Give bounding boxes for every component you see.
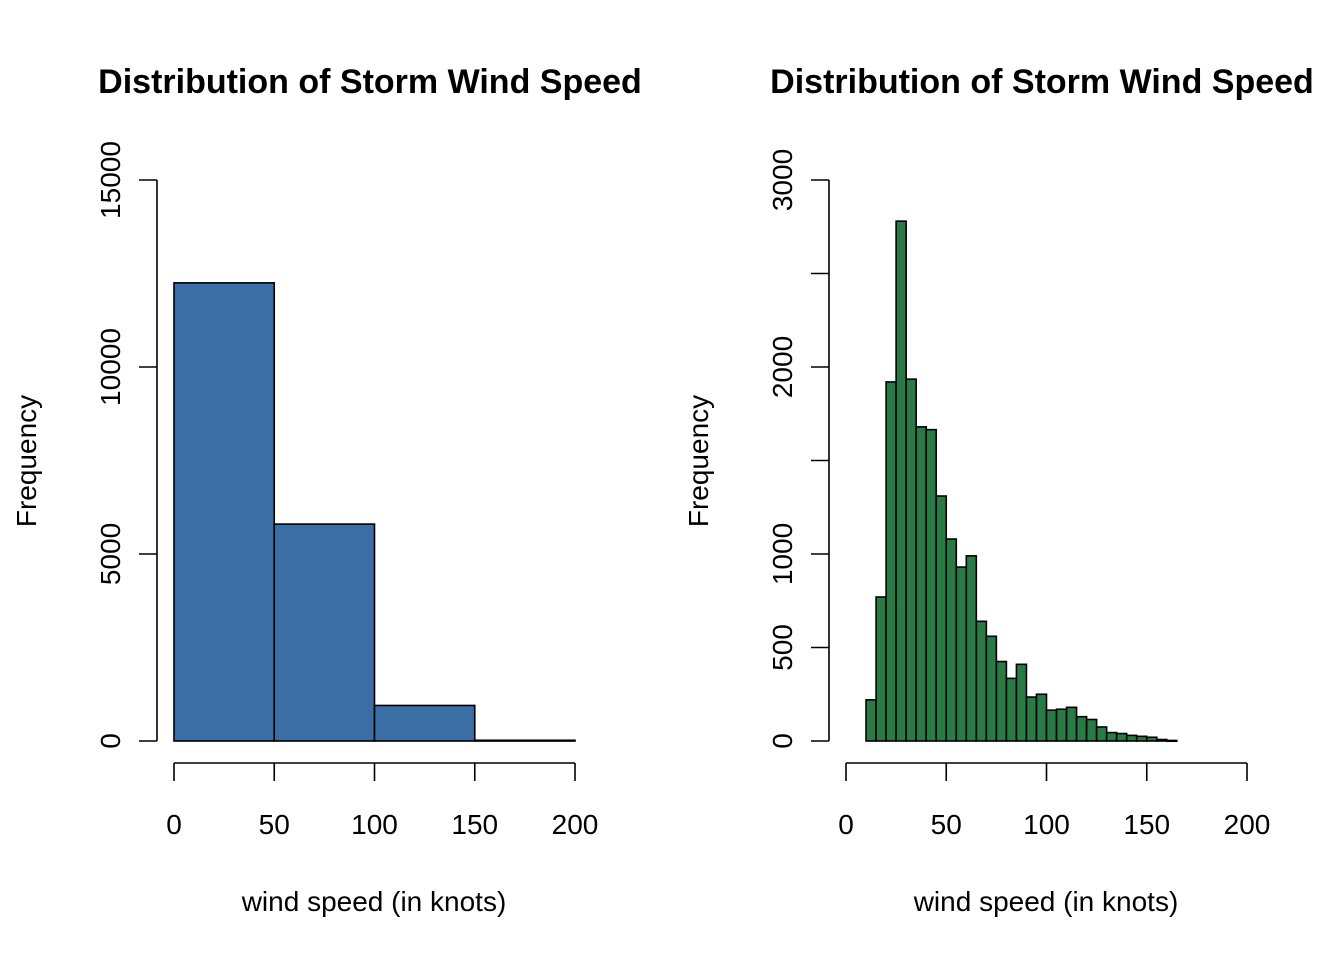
histogram-bar — [885, 381, 897, 742]
histogram-bar — [1095, 726, 1108, 742]
histogram-bar — [473, 739, 576, 742]
histogram-bar — [965, 555, 978, 742]
histogram-bar — [1045, 709, 1058, 742]
histogram-bar — [995, 660, 1008, 742]
bars — [173, 282, 576, 742]
x-axis: 0 50 100 150 200 — [166, 762, 599, 840]
x-axis: 0 50 100 150 200 — [838, 762, 1271, 840]
histogram-bar — [273, 523, 376, 742]
bars — [865, 220, 1178, 743]
histogram-bar — [1155, 738, 1168, 742]
chart-title: Distribution of Storm Wind Speed — [770, 63, 1314, 101]
y-axis: 0 5000 10000 15000 — [95, 141, 158, 749]
histogram-bar — [373, 704, 476, 742]
histogram-bar — [955, 566, 968, 742]
histogram-bar — [1055, 708, 1068, 742]
x-tick-label: 100 — [351, 809, 398, 840]
histogram-bar — [905, 378, 917, 742]
y-tick-label: 2000 — [767, 336, 798, 398]
x-tick-label: 100 — [1023, 809, 1070, 840]
y-tick-label: 1000 — [767, 523, 798, 585]
chart-title: Distribution of Storm Wind Speed — [98, 63, 642, 101]
x-axis-label: wind speed (in knots) — [241, 886, 507, 917]
histogram-panel-right: Distribution of Storm Wind Speed 0 50 100 1… — [683, 63, 1314, 917]
histogram-bar — [1005, 677, 1018, 742]
x-axis-label: wind speed (in knots) — [913, 886, 1179, 917]
histogram-bar — [1145, 736, 1158, 742]
y-tick-label: 10000 — [95, 328, 126, 406]
histogram-bar — [875, 596, 887, 742]
x-tick-label: 50 — [259, 809, 290, 840]
y-axis-label: Frequency — [11, 395, 42, 527]
histogram-bar — [173, 282, 276, 742]
histogram-bar — [1075, 715, 1088, 742]
histogram-bar — [1115, 732, 1128, 742]
y-tick-label: 500 — [767, 624, 798, 671]
histogram-bar — [1025, 696, 1038, 742]
histogram-bar — [1125, 734, 1138, 742]
y-tick-label: 0 — [95, 733, 126, 749]
histogram-bar — [1065, 706, 1078, 742]
y-tick-label: 5000 — [95, 523, 126, 585]
histogram-bar — [925, 428, 938, 742]
y-tick-label: 15000 — [95, 141, 126, 219]
histogram-bar — [1105, 731, 1118, 742]
x-tick-label: 0 — [838, 809, 854, 840]
histogram-bar — [865, 699, 877, 742]
y-tick-label: 0 — [767, 733, 798, 749]
histogram-bar — [945, 538, 958, 742]
histogram-panel-left: Distribution of Storm Wind Speed 0 50 100 1… — [11, 63, 642, 917]
y-axis: 0 500 1000 2000 3000 — [767, 149, 830, 749]
x-tick-label: 200 — [1224, 809, 1271, 840]
histogram-bar — [915, 426, 927, 742]
histogram-bar — [1035, 693, 1048, 742]
histogram-bar — [895, 220, 907, 742]
histogram-bar — [1135, 735, 1148, 742]
histogram-bar — [975, 620, 988, 742]
y-axis-label: Frequency — [683, 395, 714, 527]
histogram-bar — [935, 495, 948, 742]
histogram-bar — [1015, 663, 1028, 742]
x-tick-label: 150 — [1123, 809, 1170, 840]
y-tick-label: 3000 — [767, 149, 798, 211]
x-tick-label: 50 — [931, 809, 962, 840]
x-tick-label: 0 — [166, 809, 182, 840]
x-tick-label: 200 — [552, 809, 599, 840]
x-tick-label: 150 — [451, 809, 498, 840]
histogram-bar — [985, 635, 998, 742]
histogram-bar — [1085, 718, 1098, 742]
histogram-bar — [1166, 739, 1178, 743]
